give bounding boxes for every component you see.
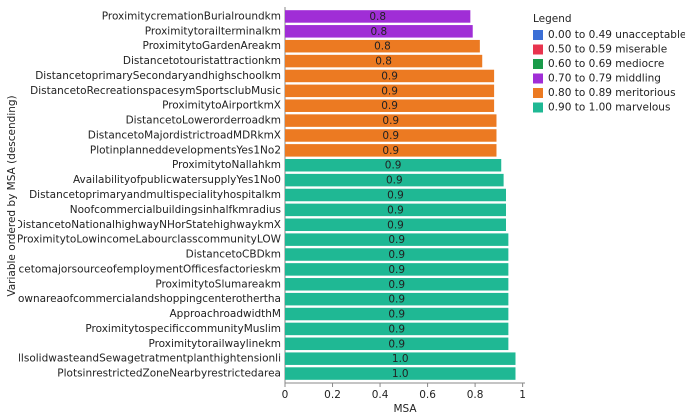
data-label: 0.9 — [387, 190, 404, 202]
x-tick-label: 0 — [282, 389, 289, 401]
bar — [285, 203, 506, 217]
data-label: 0.9 — [381, 85, 398, 97]
bar — [285, 129, 497, 142]
bar — [285, 278, 509, 291]
y-tick-label: PlotsinrestrictedZoneNearbyrestrictedare… — [57, 368, 281, 380]
legend-swatch — [533, 102, 543, 113]
legend-swatch — [533, 59, 543, 69]
y-tick-label: DistancetoprimarySecondaryandhighschoolk… — [35, 70, 281, 82]
data-label: 0.9 — [387, 219, 404, 231]
bar — [285, 158, 502, 172]
y-tick-label: Distancetotouristattractionkm — [123, 55, 281, 67]
bar — [285, 292, 509, 306]
data-label: 0.9 — [385, 160, 402, 172]
y-tick-label: Proximitytorailterminalkm — [145, 25, 281, 37]
x-tick-label: 0.4 — [372, 389, 389, 401]
bar — [285, 352, 516, 365]
y-tick-label: eraltownareaofcommercialandshoppingcente… — [0, 293, 281, 305]
x-tick-label: 0.2 — [324, 389, 341, 401]
y-tick-label: DistancetoLowerorderroadkm — [126, 115, 281, 127]
y-tick-label: ProximitytoLowincomeLabourclasscommunity… — [17, 234, 282, 246]
bar — [285, 322, 509, 336]
data-label: 0.9 — [387, 204, 404, 216]
data-label: 0.8 — [371, 26, 388, 38]
x-axis-title: MSA — [393, 403, 417, 415]
data-label: 0.9 — [388, 234, 405, 246]
bar — [285, 337, 509, 351]
y-tick-label: LandfillsolidwasteandSewagetratmentplant… — [0, 353, 281, 365]
y-axis-title: Variable ordered by MSA (descending) — [6, 95, 18, 296]
y-tick-label: DistancetoRecreationspacesymSportsclubMu… — [30, 85, 281, 97]
y-tick-label: Distancetoprimaryandmultispecialityhospi… — [29, 189, 281, 201]
data-label: 0.8 — [374, 41, 391, 53]
data-label: 1.0 — [392, 368, 409, 380]
legend-swatch — [533, 30, 543, 40]
y-tick-label: Noofcommercialbuildingsinhalfkmradius — [70, 204, 281, 216]
data-label: 0.9 — [382, 115, 399, 127]
y-tick-label: ProximitytospecificcommunityMuslim — [85, 323, 281, 335]
x-tick-label: 0.8 — [467, 389, 484, 401]
bar — [285, 99, 495, 112]
bar — [285, 263, 509, 276]
category-labels: ProximitycremationBurialroundkm Proximity… — [0, 10, 282, 380]
bar — [285, 218, 506, 232]
legend-label: 0.60 to 0.69 mediocre — [548, 58, 664, 70]
y-tick-label: ProximitycremationBurialroundkm — [102, 10, 281, 22]
bar — [285, 173, 504, 187]
y-tick-label: ApproachroadwidthM — [170, 308, 282, 320]
y-tick-label: DistancetoMajordistrictroadMDRkmX — [88, 129, 281, 141]
legend-swatch — [533, 44, 543, 55]
data-label: 0.9 — [388, 279, 405, 291]
bar — [285, 69, 495, 83]
bar — [285, 144, 497, 157]
y-tick-label: DistancetoCBDkm — [186, 249, 281, 261]
legend-label: 0.50 to 0.59 miserable — [548, 44, 667, 56]
data-label: 0.9 — [388, 323, 405, 335]
x-tick-label: 1 — [519, 389, 526, 401]
bar — [285, 114, 497, 127]
legend-label: 0.80 to 0.89 meritorious — [548, 87, 676, 99]
legend-swatch — [533, 88, 543, 98]
y-tick-label: ProximitytoNallahkm — [172, 159, 281, 171]
bar — [285, 367, 516, 380]
data-label: 0.9 — [388, 264, 405, 276]
data-label: 0.9 — [382, 145, 399, 157]
data-label: 0.9 — [382, 130, 399, 142]
y-tick-label: DistancetomajorsourceofemploymentOffices… — [0, 263, 281, 275]
legend-label: 0.70 to 0.79 middling — [548, 73, 661, 85]
legend-swatch — [533, 73, 543, 84]
data-label: 0.8 — [375, 56, 392, 68]
bar — [285, 84, 495, 98]
y-tick-label: AvailabilityofpublicwatersupplyYes1No0 — [73, 174, 281, 186]
y-tick-label: ProximitytoAirportkmX — [162, 100, 281, 112]
data-label: 0.9 — [381, 100, 398, 112]
bar — [285, 188, 506, 202]
y-tick-label: ProximitytoSlumareakm — [155, 278, 281, 290]
y-tick-label: ProximitytoGardenAreakm — [143, 40, 281, 52]
legend-label: 0.00 to 0.49 unacceptable — [548, 29, 685, 41]
bar — [285, 233, 509, 246]
data-label: 0.8 — [369, 11, 386, 23]
data-label: 0.9 — [388, 309, 405, 321]
data-label: 1.0 — [392, 353, 409, 365]
x-tick-label: 0.6 — [419, 389, 436, 401]
data-label: 0.9 — [386, 175, 403, 187]
data-label: 0.9 — [388, 294, 405, 306]
bar — [285, 10, 471, 23]
legend-label: 0.90 to 1.00 marvelous — [548, 102, 670, 114]
bar — [285, 248, 509, 261]
data-label: 0.9 — [388, 338, 405, 350]
bar — [285, 25, 473, 38]
y-tick-label: Proximitytorailwaylinekm — [148, 338, 281, 350]
bar — [285, 54, 483, 68]
bar — [285, 307, 509, 321]
y-tick-label: DistancetoNationalhighwayNHorStatehighwa… — [15, 219, 281, 231]
data-label: 0.9 — [381, 70, 398, 82]
legend-title: Legend — [533, 13, 572, 25]
y-tick-label: PlotinplanneddevelopmentsYes1No2 — [90, 144, 281, 156]
bar — [285, 39, 480, 53]
data-label: 0.9 — [388, 249, 405, 261]
